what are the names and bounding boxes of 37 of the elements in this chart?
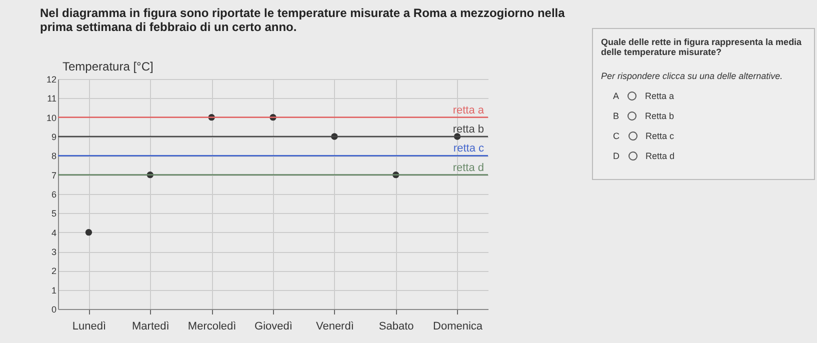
x-tick-label: Venerdì <box>316 320 354 332</box>
x-tick-label: Sabato <box>378 320 414 332</box>
ref-line-label: retta b <box>452 124 484 136</box>
text: C <box>613 131 620 141</box>
ref-line-label: retta c <box>453 142 484 155</box>
y-tick-label: 11 <box>47 94 56 104</box>
y-tick-label: 12 <box>46 74 56 84</box>
y-tick-label: 8 <box>51 151 56 162</box>
y-tick-label: 4 <box>51 228 56 238</box>
y-tick-label: 6 <box>51 190 56 200</box>
y-tick-label: 10 <box>46 112 56 123</box>
ref-line-label: retta a <box>452 104 485 116</box>
chart-title: Nel diagramma in figura sono riportate le temperature misurate a Roma a mezzogiorno nella prima settimana di febbraio di un certo anno. <box>40 6 566 34</box>
point <box>85 228 92 236</box>
text: B <box>613 111 620 121</box>
y-tick-label: 3 <box>51 247 56 257</box>
text: A <box>613 91 620 101</box>
text: Quale delle rette in figura rappresenta la media delle temperature misurate? <box>601 37 803 57</box>
x-tick-label: Mercoledì <box>188 320 236 332</box>
y-tick-label: 1 <box>51 285 56 296</box>
ref-line-label: retta d <box>452 162 484 174</box>
text: Per rispondere clicca su una delle alternative. <box>601 71 784 81</box>
text: Retta d <box>646 151 675 161</box>
y-tick-label: 7 <box>51 170 56 180</box>
x-tick-label: Martedì <box>132 320 170 332</box>
text: Retta c <box>646 131 674 141</box>
y-axis-title: Temperatura [°C] <box>62 60 154 74</box>
x-tick-label: Lunedì <box>72 320 106 332</box>
text: Retta a <box>645 91 674 101</box>
text: D <box>613 151 620 161</box>
y-tick-label: 9 <box>51 132 56 142</box>
y-tick-label: 0 <box>51 304 56 314</box>
y-tick-label: 2 <box>51 266 56 276</box>
y-tick-label: 5 <box>51 208 56 219</box>
x-tick-label: Giovedì <box>254 320 292 332</box>
text: Retta b <box>645 111 674 121</box>
x-tick-label: Domenica <box>433 320 484 332</box>
